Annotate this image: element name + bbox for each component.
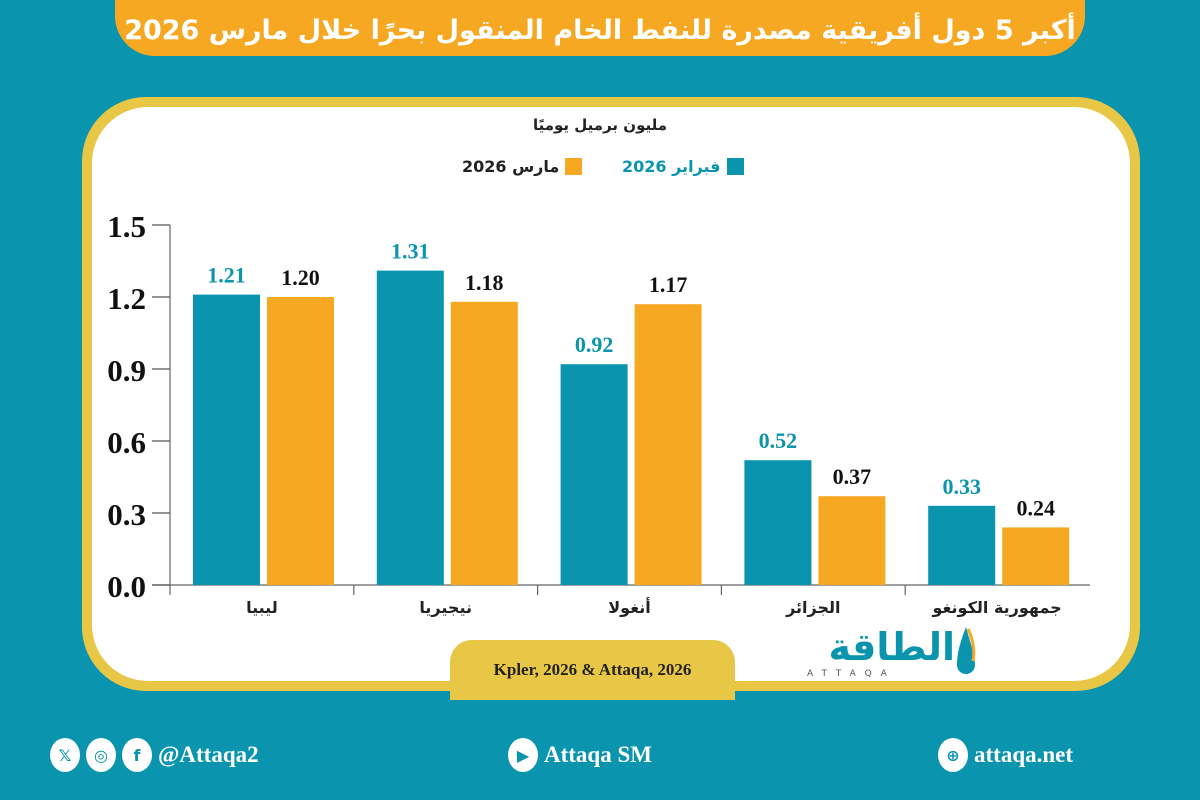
chart-title: أكبر 5 دول أفريقية مصدرة للنفط الخام الم… <box>124 15 1076 46</box>
bar-march <box>818 496 886 585</box>
y-tick-label: 0.3 <box>107 497 146 532</box>
bar-february <box>744 460 812 585</box>
globe-icon[interactable]: ⊕ <box>938 738 968 772</box>
instagram-icon[interactable]: ◎ <box>86 738 116 772</box>
attaqa-logo: الطاقة ATTAQA <box>805 625 976 685</box>
drop-icon <box>957 627 976 674</box>
category-label: نيجيريا <box>419 598 472 617</box>
legend-february: فبراير 2026 <box>622 157 744 176</box>
legend-march: مارس 2026 <box>462 157 583 176</box>
y-tick-label: 1.2 <box>107 281 146 316</box>
facebook-icon[interactable]: f <box>122 738 152 772</box>
y-tick-label: 0.6 <box>107 425 146 460</box>
legend-swatch-february <box>726 158 744 175</box>
bar-february <box>560 364 628 585</box>
youtube-label[interactable]: Attaqa SM <box>544 742 652 767</box>
youtube-link: ▶ Attaqa SM <box>508 738 652 772</box>
data-label: 1.31 <box>391 239 430 264</box>
y-tick-label: 0.0 <box>107 569 146 604</box>
y-tick-label: 0.9 <box>107 353 146 388</box>
category-label: الجزائر <box>785 598 840 617</box>
data-label: 0.37 <box>833 464 872 489</box>
bar-march <box>634 304 702 585</box>
data-label: 0.52 <box>759 428 798 453</box>
y-tick-label: 1.5 <box>107 209 146 244</box>
title-banner: أكبر 5 دول أفريقية مصدرة للنفط الخام الم… <box>115 0 1085 56</box>
category-label: ليبيا <box>246 598 278 617</box>
data-label: 1.21 <box>207 263 246 288</box>
legend-swatch-march <box>565 158 583 175</box>
legend-label-february: فبراير 2026 <box>622 157 721 176</box>
website-label[interactable]: attaqa.net <box>974 742 1074 767</box>
data-label: 1.20 <box>281 265 320 290</box>
data-label: 0.92 <box>575 332 614 357</box>
logo-arabic: الطاقة <box>828 625 955 669</box>
bar-february <box>193 294 260 585</box>
social-handle[interactable]: @Attaqa2 <box>158 742 259 767</box>
data-label: 0.24 <box>1016 495 1055 520</box>
x-icon[interactable]: 𝕏 <box>50 738 80 772</box>
category-label: أنغولا <box>608 597 650 617</box>
category-label: جمهورية الكونغو <box>931 598 1061 617</box>
data-label: 0.33 <box>942 474 981 499</box>
youtube-icon[interactable]: ▶ <box>508 738 538 772</box>
logo-latin: ATTAQA <box>807 669 896 679</box>
bar-march <box>450 301 518 585</box>
y-axis-unit: مليون برميل يوميًا <box>532 116 668 134</box>
website-link: ⊕ attaqa.net <box>938 738 1073 772</box>
data-label: 1.18 <box>465 270 504 295</box>
bar-february <box>928 505 996 585</box>
bar-february <box>376 270 444 585</box>
bar-march <box>1002 527 1070 585</box>
source-note: Kpler, 2026 & Attaqa, 2026 <box>450 640 735 700</box>
data-label: 1.17 <box>649 272 688 297</box>
legend-label-march: مارس 2026 <box>462 157 560 176</box>
social-links: 𝕏 ◎ f @Attaqa2 <box>50 738 259 772</box>
bar-march <box>267 297 334 585</box>
